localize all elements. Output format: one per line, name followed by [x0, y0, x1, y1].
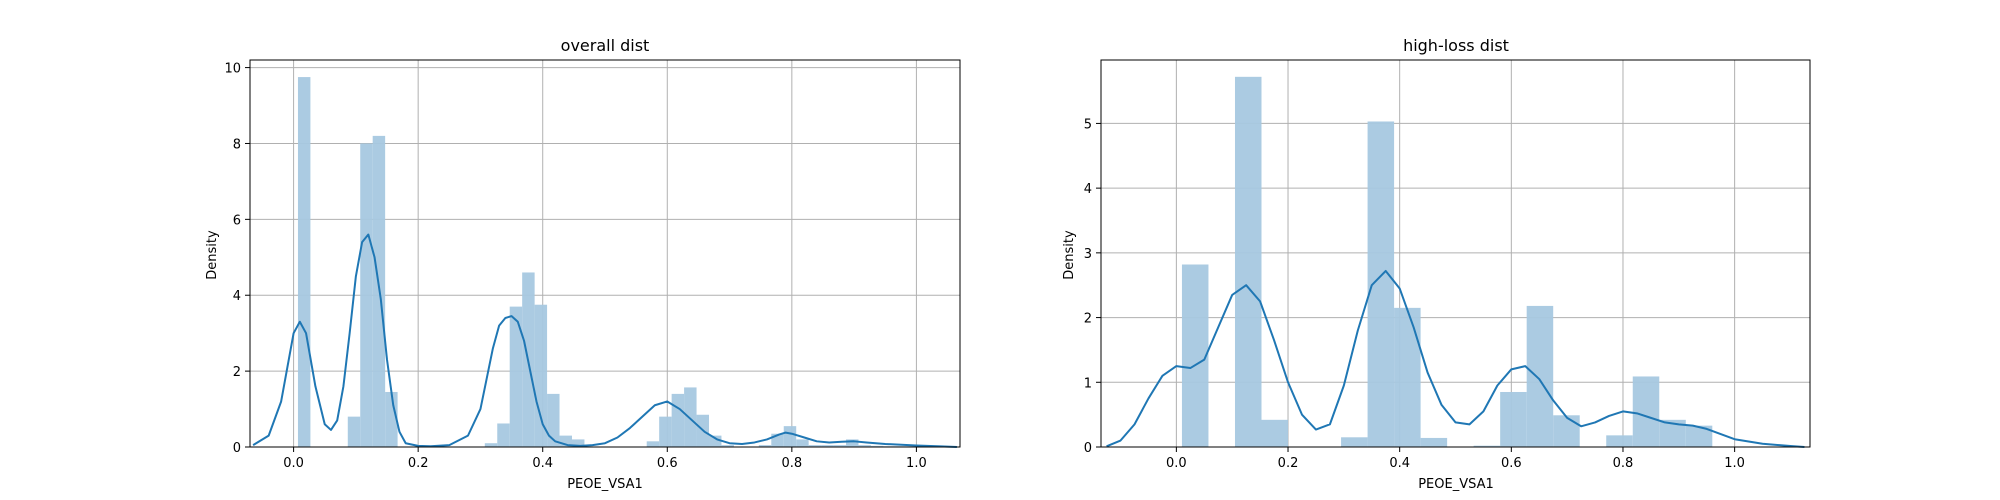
- overall-dist-histogram-bar: [659, 416, 672, 447]
- overall-dist-histogram-bar: [385, 391, 398, 447]
- high-loss-dist-histogram-bar: [1473, 445, 1501, 447]
- overall-dist-y-tick-label: 0: [233, 441, 241, 456]
- overall-dist-histogram-bar: [646, 441, 660, 447]
- overall-dist-y-tick-label: 10: [224, 62, 241, 77]
- high-loss-dist-histogram-bar: [1606, 435, 1633, 447]
- overall-dist-histogram-bar: [571, 439, 585, 447]
- high-loss-dist-x-tick-label: 0.2: [1278, 456, 1299, 471]
- overall-dist-histogram-bar: [709, 435, 722, 447]
- high-loss-dist-histogram-bar: [1500, 391, 1527, 447]
- overall-dist-plot-area: [250, 60, 960, 448]
- overall-dist-histogram-bar: [671, 393, 685, 447]
- overall-dist-panel: overall dist PEOE_VSA1 Density 0.0 0.2 0.4…: [205, 36, 961, 492]
- overall-dist-histogram-bar: [858, 445, 871, 447]
- overall-dist-histogram-bar: [360, 143, 373, 447]
- overall-dist-histogram-bar: [783, 426, 797, 447]
- high-loss-dist-histogram-bar: [1261, 419, 1289, 447]
- overall-dist-histogram-bar: [721, 445, 734, 447]
- overall-dist-histogram-bar: [509, 306, 523, 447]
- overall-dist-x-tick-label: 0.4: [532, 456, 553, 471]
- high-loss-dist-x-tick-label: 0.4: [1389, 456, 1410, 471]
- overall-dist-x-tick-label: 1.0: [906, 456, 927, 471]
- high-loss-dist-histogram-bar: [1181, 264, 1209, 447]
- overall-dist-histogram-bar: [347, 416, 361, 447]
- overall-dist-histogram-bar: [484, 443, 498, 447]
- overall-dist-ylabel: Density: [205, 230, 220, 280]
- overall-dist-kde-line: [252, 233, 957, 448]
- high-loss-dist-histogram-bar: [1394, 307, 1421, 447]
- overall-dist-x-tick-label: 0.8: [781, 456, 802, 471]
- overall-dist-x-tick-label: 0.0: [283, 456, 304, 471]
- high-loss-dist-x-tick-label: 0.0: [1166, 456, 1187, 471]
- high-loss-dist-y-tick-label: 0: [1084, 441, 1092, 456]
- overall-dist-x-tick-label: 0.2: [408, 456, 429, 471]
- high-loss-dist-kde-line: [1106, 269, 1805, 448]
- high-loss-dist-y-tick-label: 2: [1084, 312, 1092, 327]
- high-loss-dist-histogram-bar: [1632, 376, 1660, 447]
- overall-dist-axes-frame: [249, 59, 961, 448]
- overall-dist-histogram-bar: [808, 445, 822, 447]
- overall-dist-x-tick-label: 0.6: [657, 456, 678, 471]
- high-loss-dist-x-tick-label: 0.8: [1613, 456, 1634, 471]
- high-loss-dist-y-tick-label: 1: [1084, 376, 1092, 391]
- overall-dist-histogram-bar: [497, 423, 510, 447]
- high-loss-dist-y-tick-label: 5: [1084, 117, 1092, 132]
- overall-dist-histogram-bar: [870, 445, 884, 447]
- high-loss-dist-histogram-bar: [1420, 437, 1448, 447]
- overall-dist-histogram-bar: [796, 439, 809, 447]
- overall-dist-xlabel: PEOE_VSA1: [567, 477, 643, 492]
- overall-dist-histogram-bar: [559, 435, 572, 447]
- overall-dist-y-tick-label: 2: [233, 365, 241, 380]
- overall-dist-histogram-bar: [684, 387, 697, 447]
- overall-dist-y-tick-label: 4: [233, 289, 241, 304]
- high-loss-dist-histogram-bar: [1526, 305, 1554, 447]
- overall-dist-histogram-bar: [846, 439, 859, 447]
- high-loss-dist-title: high-loss dist: [1403, 36, 1509, 55]
- high-loss-dist-x-tick-label: 0.6: [1501, 456, 1522, 471]
- overall-dist-histogram-bar: [758, 445, 772, 447]
- high-loss-dist-xlabel: PEOE_VSA1: [1418, 477, 1494, 492]
- high-loss-dist-histogram-bar: [1685, 425, 1713, 447]
- overall-dist-histogram-bar: [547, 393, 560, 447]
- high-loss-dist-x-tick-label: 1.0: [1724, 456, 1745, 471]
- overall-dist-histogram-bar: [821, 445, 834, 447]
- high-loss-dist-ylabel: Density: [1062, 230, 1077, 280]
- high-loss-dist-y-tick-label: 4: [1084, 182, 1092, 197]
- high-loss-dist-histogram-bar: [1553, 415, 1580, 447]
- high-loss-dist-panel: high-loss dist PEOE_VSA1 Density 0.0 0.2 0…: [1062, 36, 1811, 492]
- overall-dist-title: overall dist: [561, 36, 650, 55]
- overall-dist-histogram-bar: [534, 304, 548, 447]
- high-loss-dist-y-tick-label: 3: [1084, 247, 1092, 262]
- high-loss-dist-histogram-bar: [1234, 76, 1262, 448]
- high-loss-dist-histogram-bar: [1341, 437, 1368, 447]
- overall-dist-y-tick-label: 8: [233, 137, 241, 152]
- overall-dist-histogram-bar: [833, 445, 847, 447]
- high-loss-dist-plot-area: [1101, 60, 1810, 448]
- overall-dist-histogram-bar: [297, 77, 311, 447]
- overall-dist-y-tick-label: 6: [233, 213, 241, 228]
- high-loss-dist-axes-frame: [1100, 59, 1811, 448]
